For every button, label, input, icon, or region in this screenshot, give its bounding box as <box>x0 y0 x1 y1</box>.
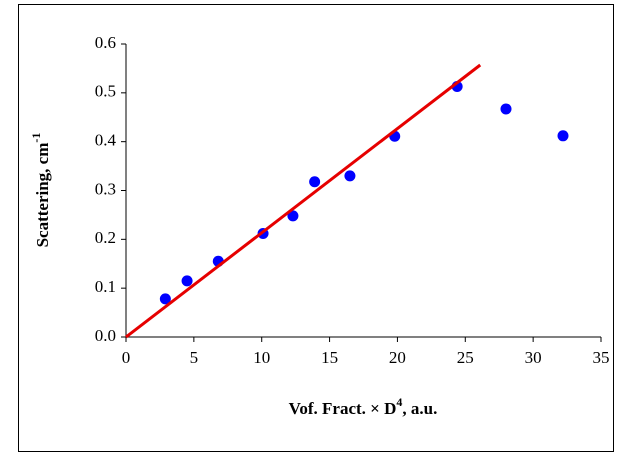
data-point <box>309 176 321 188</box>
y-tick-label: 0.4 <box>95 131 117 150</box>
y-tick-label: 0.5 <box>95 82 116 101</box>
y-tick-label: 0.6 <box>95 33 116 52</box>
chart-border <box>18 4 614 452</box>
y-axis-title: Scattering, cm-1 <box>29 133 52 248</box>
y-tick-label: 0.3 <box>95 179 116 198</box>
y-tick-label: 0.1 <box>95 277 116 296</box>
y-title-sup: -1 <box>29 133 43 143</box>
data-point <box>287 210 299 222</box>
data-point <box>500 103 512 115</box>
y-tick-label: 0.2 <box>95 228 116 247</box>
x-title-part: , a.u. <box>402 399 437 418</box>
x-tick-label: 25 <box>457 348 474 367</box>
x-tick-label: 5 <box>190 348 199 367</box>
x-title-part: Vof. Fract. × D <box>289 399 397 418</box>
data-point <box>344 170 356 182</box>
x-title-sup: 4 <box>396 395 402 409</box>
x-tick-label: 0 <box>122 348 131 367</box>
fit-line <box>125 63 482 339</box>
x-tick-label: 20 <box>389 348 406 367</box>
x-tick-label: 10 <box>253 348 270 367</box>
x-axis-title: Vof. Fract. × D4, a.u. <box>289 395 438 418</box>
y-title-part: Scattering, cm <box>33 143 52 248</box>
x-tick-label: 15 <box>321 348 338 367</box>
data-point <box>159 293 171 305</box>
y-tick-label: 0.0 <box>95 326 116 345</box>
data-point <box>181 275 193 287</box>
x-tick-label: 35 <box>593 348 610 367</box>
data-point <box>557 130 569 142</box>
x-tick-label: 30 <box>525 348 542 367</box>
